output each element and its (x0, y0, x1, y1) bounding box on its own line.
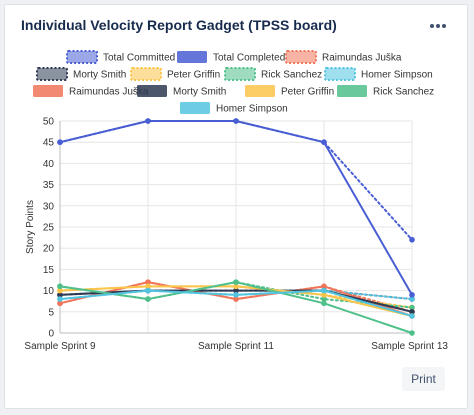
more-dot (442, 24, 446, 28)
data-point (409, 330, 415, 336)
legend-label[interactable]: Peter Griffin (281, 87, 334, 98)
legend-label[interactable]: Raimundas Juška (69, 87, 149, 98)
x-tick-label: Sample Sprint 9 (24, 341, 96, 352)
legend-swatch[interactable] (33, 85, 63, 97)
legend-label[interactable]: Total Completed (213, 53, 285, 64)
data-point (233, 287, 239, 294)
data-point (409, 292, 415, 298)
data-point (321, 139, 327, 145)
legend-swatch[interactable] (245, 85, 275, 97)
data-point (409, 309, 415, 315)
more-dot (430, 24, 434, 28)
legend-swatch[interactable] (130, 67, 162, 81)
data-point (409, 236, 415, 243)
data-point (233, 279, 239, 285)
data-point (409, 296, 415, 302)
legend-label[interactable]: Homer Simpson (216, 104, 288, 115)
data-point (145, 287, 151, 294)
y-tick-label: 20 (43, 244, 55, 255)
legend-swatch[interactable] (36, 67, 68, 81)
legend-swatch[interactable] (285, 50, 317, 64)
legend-label[interactable]: Raimundas Juška (322, 53, 402, 64)
data-point (145, 118, 151, 124)
legend-swatch[interactable] (137, 85, 167, 97)
legend-label[interactable]: Homer Simpson (361, 70, 433, 81)
data-point (321, 300, 327, 307)
data-point (233, 283, 239, 290)
legend-label[interactable]: Rick Sanchez (373, 87, 434, 98)
data-point (409, 313, 415, 319)
legend-swatch[interactable] (180, 102, 210, 114)
data-point (233, 296, 239, 302)
print-button[interactable]: Print (402, 367, 445, 391)
legend-swatch[interactable] (324, 67, 356, 81)
legend-swatch[interactable] (177, 51, 207, 63)
data-point (321, 292, 327, 298)
y-tick-label: 35 (43, 180, 55, 191)
more-dot (436, 24, 440, 28)
legend-label[interactable]: Peter Griffin (167, 70, 220, 81)
data-point (233, 118, 239, 124)
data-point (145, 279, 151, 285)
data-point (321, 296, 327, 302)
data-point (233, 292, 239, 298)
data-point (145, 283, 151, 290)
y-tick-label: 30 (43, 201, 55, 212)
y-tick-label: 10 (43, 286, 55, 297)
legend-label[interactable]: Rick Sanchez (261, 70, 322, 81)
y-tick-label: 50 (43, 117, 55, 128)
legend-label[interactable]: Morty Smith (173, 87, 226, 98)
legend-swatch[interactable] (66, 50, 98, 64)
data-point (57, 283, 63, 290)
y-tick-label: 15 (43, 265, 55, 276)
more-options-icon[interactable] (427, 15, 449, 33)
data-point (57, 292, 63, 298)
x-tick-label: Sample Sprint 11 (198, 341, 274, 352)
y-tick-label: 45 (43, 138, 55, 149)
data-point (145, 296, 151, 302)
data-point (57, 139, 63, 145)
data-point (57, 287, 63, 294)
y-tick-label: 0 (48, 329, 54, 340)
data-point (321, 283, 327, 290)
x-tick-label: Sample Sprint 13 (371, 341, 448, 352)
legend-swatch[interactable] (224, 67, 256, 81)
gadget-title: Individual Velocity Report Gadget (TPSS … (21, 17, 337, 33)
legend-label[interactable]: Morty Smith (73, 70, 126, 81)
data-point (321, 287, 327, 294)
legend-swatch[interactable] (337, 85, 367, 97)
y-axis-title: Story Points (25, 200, 36, 254)
data-point (57, 296, 63, 302)
data-point (57, 300, 63, 307)
y-tick-label: 25 (43, 223, 55, 234)
legend-label[interactable]: Total Committed (103, 53, 175, 64)
y-tick-label: 5 (48, 307, 54, 318)
data-point (409, 304, 415, 311)
y-tick-label: 40 (43, 159, 55, 170)
